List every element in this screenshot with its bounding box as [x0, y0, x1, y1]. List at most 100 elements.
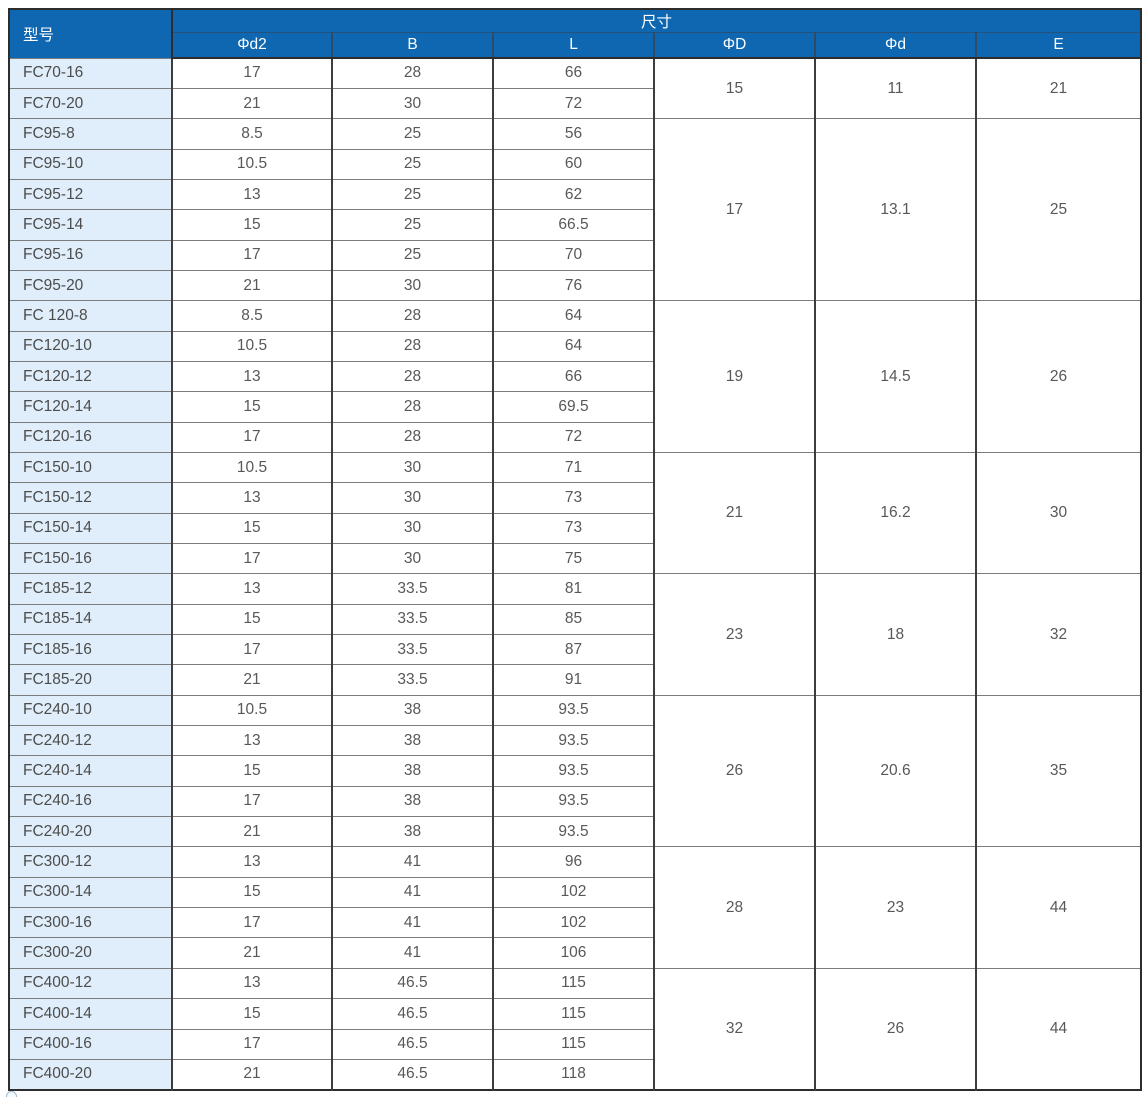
- model-cell: FC400-20: [9, 1058, 172, 1090]
- dim-cell-L: 102: [492, 876, 654, 908]
- column-header-E: E: [974, 32, 1142, 59]
- dim-cell-phid2: 13: [171, 482, 332, 514]
- dim-cell-phid2: 17: [171, 785, 332, 817]
- dim-cell-L: 72: [492, 87, 654, 119]
- table-row: FC95-10 10.5 25 60: [9, 148, 1141, 180]
- model-cell: FC120-12: [9, 360, 172, 392]
- dim-cell-L: 66: [492, 57, 654, 89]
- column-header-phid: Φd: [814, 32, 976, 59]
- model-cell: FC95-16: [9, 239, 172, 271]
- merged-cell-E: 30: [974, 451, 1142, 574]
- dim-cell-B: 33.5: [331, 603, 493, 635]
- dim-cell-phid2: 15: [171, 391, 332, 423]
- model-cell: FC95-10: [9, 148, 172, 180]
- table-row: FC300-20 21 41 106: [9, 937, 1141, 969]
- dim-cell-L: 118: [492, 1058, 654, 1090]
- column-header-phiD: ΦD: [653, 32, 815, 59]
- dimension-spec-table: 型号 尺寸 Φd2 B L ΦD Φd E FC70-16 17 28 66 15 11 21 FC70…: [8, 8, 1143, 1091]
- dim-cell-L: 93.5: [492, 785, 654, 817]
- dim-cell-B: 38: [331, 755, 493, 787]
- merged-cell-E: 44: [974, 967, 1142, 1090]
- table-row: FC150-12 13 30 73: [9, 482, 1141, 514]
- dim-cell-B: 30: [331, 87, 493, 119]
- dim-cell-phid2: 10.5: [171, 330, 332, 362]
- dim-cell-phid2: 17: [171, 57, 332, 89]
- table-row: FC150-10 10.5 30 71 21 16.2 30: [9, 451, 1142, 574]
- dim-cell-B: 30: [331, 512, 493, 544]
- model-cell: FC300-14: [9, 876, 172, 908]
- merged-cell-phid: 18: [814, 573, 976, 696]
- size-group-header: 尺寸: [172, 9, 1142, 33]
- dim-cell-phid2: 15: [171, 755, 332, 787]
- model-cell: FC150-14: [9, 512, 172, 544]
- dim-cell-L: 106: [492, 937, 654, 969]
- table-row: FC120-16 17 28 72: [9, 421, 1141, 453]
- model-cell: FC150-16: [9, 542, 172, 574]
- merged-cell-phiD: 26: [653, 694, 815, 847]
- model-cell: FC300-16: [9, 907, 172, 938]
- merged-cell-phiD: 28: [653, 846, 815, 969]
- model-cell: FC185-16: [9, 634, 172, 665]
- dim-cell-B: 30: [331, 269, 493, 301]
- dim-cell-B: 38: [331, 694, 493, 726]
- dim-cell-B: 46.5: [331, 998, 493, 1029]
- dim-cell-L: 73: [492, 512, 654, 544]
- dim-cell-L: 69.5: [492, 391, 654, 423]
- merged-cell-E: 44: [974, 846, 1142, 969]
- dim-cell-phid2: 10.5: [171, 694, 332, 726]
- merged-cell-phiD: 23: [653, 573, 815, 696]
- model-cell: FC240-16: [9, 785, 172, 817]
- table-row: FC120-10 10.5 28 64: [9, 330, 1141, 362]
- column-header-L: L: [492, 32, 654, 59]
- dim-cell-L: 64: [492, 330, 654, 362]
- table-row: FC300-14 15 41 102: [9, 876, 1141, 908]
- table-row: FC95-20 21 30 76: [9, 269, 1141, 301]
- table-row: FC185-12 13 33.5 81 23 18 32: [9, 573, 1142, 696]
- dim-cell-L: 81: [492, 573, 654, 605]
- dim-cell-phid2: 17: [171, 542, 332, 574]
- dim-cell-phid2: 13: [171, 725, 332, 756]
- dim-cell-B: 25: [331, 118, 493, 150]
- table-row: FC185-14 15 33.5 85: [9, 603, 1141, 635]
- model-cell: FC240-20: [9, 816, 172, 847]
- cropped-circle-artifact: [6, 1091, 17, 1097]
- dim-cell-B: 30: [331, 542, 493, 574]
- dim-cell-phid2: 21: [171, 816, 332, 847]
- model-cell: FC185-12: [9, 573, 172, 605]
- model-cell: FC150-12: [9, 482, 172, 514]
- table-row: FC150-14 15 30 73: [9, 512, 1141, 544]
- merged-cell-phiD: 17: [653, 118, 815, 301]
- dim-cell-phid2: 15: [171, 209, 332, 241]
- dim-cell-L: 60: [492, 148, 654, 180]
- dim-cell-phid2: 21: [171, 269, 332, 301]
- dim-cell-L: 76: [492, 269, 654, 301]
- table-row: FC95-16 17 25 70: [9, 239, 1141, 271]
- merged-cell-phid: 23: [814, 846, 976, 969]
- model-cell: FC300-20: [9, 937, 172, 969]
- merged-cell-phid: 13.1: [814, 118, 976, 301]
- model-cell: FC120-14: [9, 391, 172, 423]
- column-header-phid2: Φd2: [171, 32, 332, 59]
- table-row: FC70-16 17 28 66 15 11 21: [9, 57, 1142, 119]
- dim-cell-B: 28: [331, 300, 493, 332]
- dim-cell-B: 41: [331, 937, 493, 969]
- table-row: FC95-12 13 25 62: [9, 178, 1141, 210]
- merged-cell-phiD: 15: [653, 57, 815, 119]
- column-header-B: B: [331, 32, 493, 59]
- dim-cell-L: 102: [492, 907, 654, 938]
- table-row: FC240-12 13 38 93.5: [9, 725, 1141, 756]
- dim-cell-L: 115: [492, 998, 654, 1029]
- header-row-top: 型号 尺寸: [9, 9, 1142, 58]
- dim-cell-phid2: 21: [171, 664, 332, 696]
- dim-cell-phid2: 13: [171, 178, 332, 210]
- dim-cell-L: 93.5: [492, 816, 654, 847]
- dim-cell-L: 85: [492, 603, 654, 635]
- table-row: FC95-14 15 25 66.5: [9, 209, 1141, 241]
- dim-cell-L: 73: [492, 482, 654, 514]
- dim-cell-B: 46.5: [331, 1028, 493, 1060]
- dim-cell-L: 75: [492, 542, 654, 574]
- dim-cell-phid2: 17: [171, 239, 332, 271]
- dim-cell-phid2: 15: [171, 998, 332, 1029]
- dim-cell-phid2: 13: [171, 360, 332, 392]
- table-row: FC300-16 17 41 102: [9, 907, 1141, 938]
